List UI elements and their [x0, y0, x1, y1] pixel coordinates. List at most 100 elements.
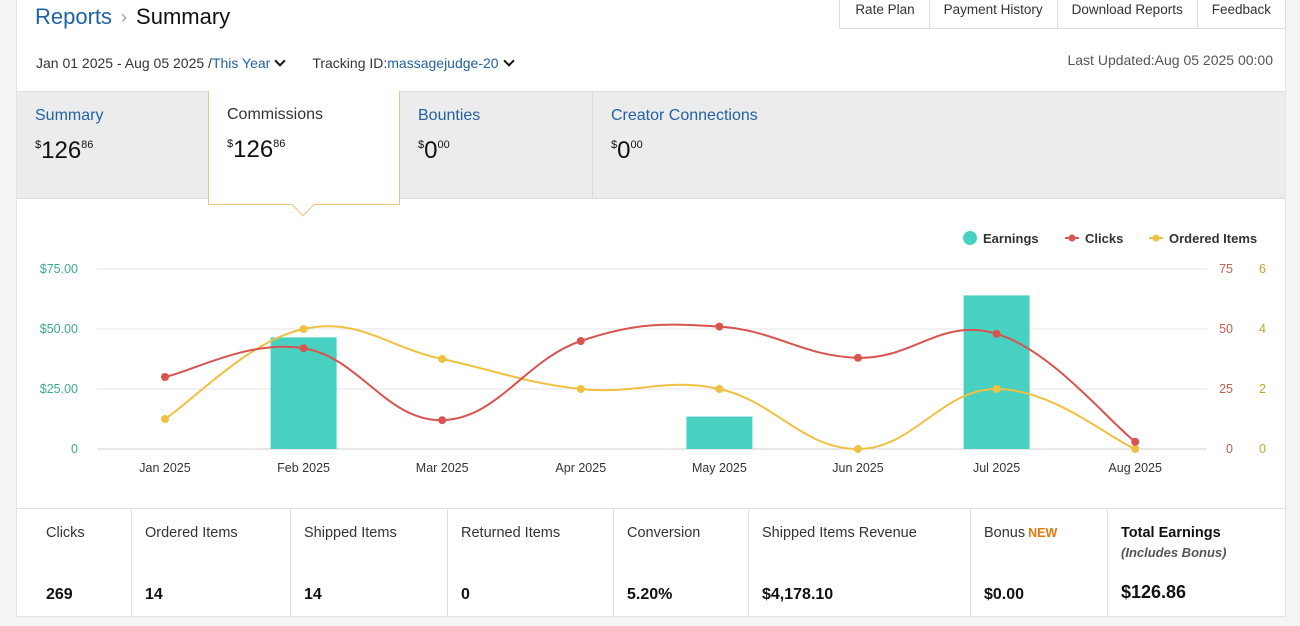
new-badge: NEW	[1028, 526, 1058, 540]
ordered-items-point	[854, 445, 862, 453]
tab-amount: $12686	[35, 137, 94, 164]
metric-value: 14	[304, 586, 322, 603]
right-axis2-tick-label: 0	[1259, 442, 1266, 456]
legend-ordered-items-marker	[1152, 234, 1160, 242]
reports-card: Reports › Summary Rate Plan Payment Hist…	[16, 0, 1286, 617]
ordered-items-point	[1131, 445, 1140, 453]
tracking-label: Tracking ID:	[312, 55, 388, 71]
metric-bonus: Bonus NEW $0.00	[971, 509, 1108, 617]
clicks-line	[164, 323, 1136, 443]
earnings-chart: 0 $25.00 $50.00 $75.00 0 25 50 75 0 2 4 6 Jan 2025 Fe…	[17, 200, 1285, 508]
clicks-point	[438, 416, 447, 425]
breadcrumb-reports-link[interactable]: Reports	[35, 4, 113, 29]
clicks-point	[576, 337, 585, 345]
metric-value: 269	[46, 586, 73, 603]
ordered-items-point	[438, 355, 447, 363]
ordered-items-point	[161, 415, 169, 423]
chevron-down-icon[interactable]	[502, 55, 515, 67]
metric-value: $0.00	[984, 586, 1025, 603]
x-axis-tick-label: Apr 2025	[555, 461, 606, 475]
earnings-tabs: Summary $12686 Commissions $12686 Bounti…	[17, 91, 1285, 205]
metrics-row: Clicks 269 Ordered Items 14 Shipped Item…	[17, 508, 1285, 617]
earnings-bar	[686, 416, 753, 449]
payment-history-link[interactable]: Payment History	[928, 0, 1058, 29]
metric-total-earnings: Total Earnings (Includes Bonus) $126.86	[1108, 509, 1285, 617]
metric-value: $4,178.10	[762, 586, 834, 603]
x-axis-tick-label: Feb 2025	[277, 461, 330, 475]
metric-label: Conversion	[627, 525, 701, 541]
metric-label: Bonus NEW	[984, 525, 1058, 541]
metric-ordered-items: Ordered Items 14	[132, 509, 291, 617]
clicks-point	[299, 344, 308, 353]
metric-value: 14	[145, 586, 163, 603]
tab-label: Bounties	[418, 107, 481, 124]
metric-label: Shipped Items Revenue	[762, 525, 917, 541]
metric-conversion: Conversion 5.20%	[614, 509, 749, 617]
metric-clicks: Clicks 269	[33, 509, 132, 617]
period-selector[interactable]: This Year	[211, 55, 271, 71]
earnings-bar	[963, 295, 1030, 449]
clicks-point	[1131, 437, 1140, 446]
left-axis-tick-label: $50.00	[40, 322, 78, 336]
ordered-items-line	[164, 325, 1136, 451]
page-title: Summary	[136, 4, 231, 29]
chart-canvas: 0 $25.00 $50.00 $75.00 0 25 50 75 0 2 4 6 Jan 2025 Fe…	[40, 231, 1266, 475]
metric-label: Total Earnings	[1121, 525, 1221, 541]
right-axis2-tick-label: 2	[1259, 382, 1266, 396]
breadcrumb: Reports › Summary	[35, 4, 230, 30]
x-axis-tick-label: Jul 2025	[973, 461, 1020, 475]
right-axis-tick-label: 50	[1219, 322, 1233, 336]
tab-summary[interactable]: Summary $12686	[17, 92, 208, 199]
right-axis2-tick-label: 6	[1259, 262, 1266, 276]
legend-clicks-marker	[1068, 234, 1076, 242]
tab-label: Summary	[35, 107, 104, 124]
legend-ordered-items-label: Ordered Items	[1169, 231, 1257, 246]
rate-plan-link[interactable]: Rate Plan	[839, 0, 930, 29]
left-axis-tick-label: $25.00	[40, 382, 78, 396]
tab-amount: $000	[418, 137, 450, 164]
metric-label: Ordered Items	[145, 525, 238, 541]
right-axis-tick-label: 75	[1219, 262, 1233, 276]
date-range: Jan 01 2025 - Aug 05 2025 /	[36, 55, 212, 71]
tab-label: Creator Connections	[611, 107, 758, 124]
x-axis-tick-label: Aug 2025	[1108, 461, 1162, 475]
feedback-link[interactable]: Feedback	[1196, 0, 1286, 29]
metric-value: 0	[461, 586, 470, 603]
breadcrumb-separator-icon: ›	[121, 6, 128, 27]
clicks-point	[715, 322, 724, 331]
right-axis-tick-label: 25	[1219, 382, 1233, 396]
earnings-bar	[270, 337, 337, 449]
tab-commissions[interactable]: Commissions $12686	[208, 91, 400, 205]
tab-creator-connections[interactable]: Creator Connections $000	[593, 92, 853, 199]
ordered-items-point	[992, 385, 1001, 393]
metric-label: Shipped Items	[304, 525, 397, 541]
left-axis-tick-label: 0	[71, 442, 78, 456]
metric-shipped-items: Shipped Items 14	[291, 509, 448, 617]
x-axis-tick-label: May 2025	[692, 461, 747, 475]
chevron-down-icon[interactable]	[274, 55, 286, 67]
tab-bounties[interactable]: Bounties $000	[400, 92, 593, 199]
tab-amount: $000	[611, 137, 643, 164]
ordered-items-point	[576, 385, 585, 393]
metric-label: Clicks	[46, 525, 85, 541]
metric-returned-items: Returned Items 0	[448, 509, 614, 617]
metric-value: $126.86	[1121, 582, 1187, 602]
right-axis2-tick-label: 4	[1259, 322, 1266, 336]
clicks-point	[854, 353, 862, 362]
legend-earnings-marker	[963, 231, 977, 245]
metric-label: Returned Items	[461, 525, 561, 541]
filter-row: Jan 01 2025 - Aug 05 2025 / This Year Tr…	[36, 55, 523, 71]
metric-shipped-revenue: Shipped Items Revenue $4,178.10	[749, 509, 971, 617]
x-axis-tick-label: Mar 2025	[416, 461, 469, 475]
top-links: Rate Plan Payment History Download Repor…	[839, 0, 1286, 29]
ordered-items-point	[299, 325, 308, 333]
x-axis-tick-label: Jun 2025	[832, 461, 883, 475]
metric-sublabel: (Includes Bonus)	[1121, 545, 1227, 560]
last-updated: Last Updated:Aug 05 2025 00:00	[1067, 52, 1273, 68]
download-reports-link[interactable]: Download Reports	[1056, 0, 1198, 29]
clicks-point	[992, 329, 1001, 338]
tab-label: Commissions	[227, 106, 324, 123]
tracking-id-selector[interactable]: massagejudge-20	[387, 55, 499, 71]
right-axis-tick-label: 0	[1226, 442, 1233, 456]
metric-value: 5.20%	[627, 586, 673, 603]
